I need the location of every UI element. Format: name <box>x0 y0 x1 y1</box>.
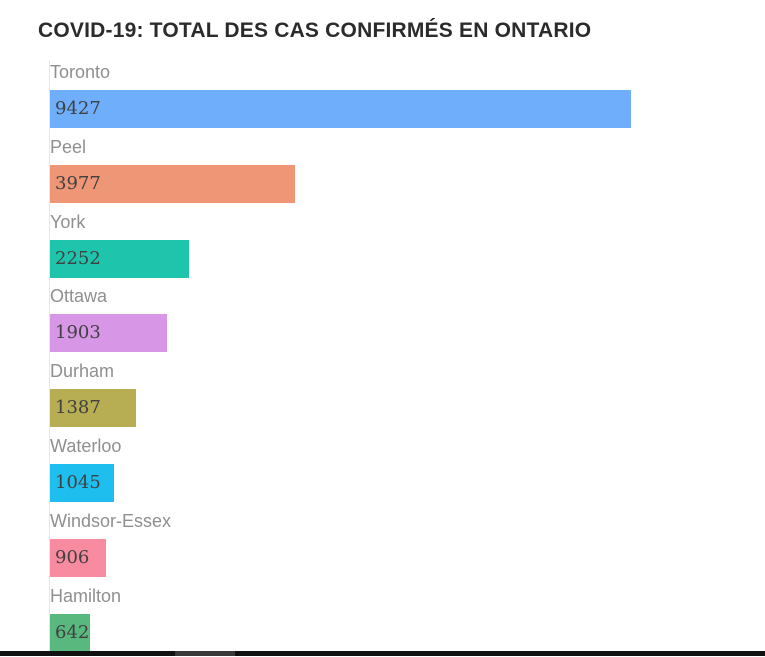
bar-value-label: 1045 <box>55 472 101 493</box>
bar-category-label: Waterloo <box>50 436 122 456</box>
chart-title: COVID-19: TOTAL DES CAS CONFIRMÉS EN ONT… <box>38 19 592 42</box>
bar-value-label: 9427 <box>55 98 101 119</box>
bar-category-label: Toronto <box>50 62 111 82</box>
bar-category-label: Hamilton <box>50 585 122 606</box>
horizontal-scrollbar[interactable] <box>0 651 765 656</box>
bar-value-label: 642 <box>55 621 90 643</box>
y-axis-line <box>49 60 50 656</box>
bar-waterloo <box>50 464 114 502</box>
bar-category-label: Peel <box>50 136 87 157</box>
bar-value-label: 2252 <box>55 247 101 269</box>
bar-ottawa <box>50 314 167 353</box>
bar-row-waterloo: Waterloo 1045 <box>50 435 750 507</box>
bar-york <box>50 239 189 278</box>
bar-row-toronto: Toronto 9427 <box>50 61 750 133</box>
bar-row-peel: Peel 3977 <box>50 136 750 208</box>
bar-category-label: Ottawa <box>50 286 108 307</box>
bar-value-label: 906 <box>55 546 90 568</box>
bar-row-ottawa: Ottawa 1903 <box>50 285 750 357</box>
bar-row-hamilton: Hamilton 642 <box>50 585 750 657</box>
bar-durham <box>50 389 136 428</box>
bar-row-windsor-essex: Windsor-Essex 906 <box>50 510 750 582</box>
bar-row-durham: Durham 1387 <box>50 360 750 432</box>
bar-toronto <box>50 90 631 128</box>
scrollbar-thumb[interactable] <box>175 651 235 656</box>
bar-value-label: 3977 <box>55 172 101 194</box>
bar-category-label: Durham <box>50 361 115 382</box>
bar-hamilton <box>50 613 90 652</box>
bar-peel <box>50 164 295 203</box>
bar-value-label: 1387 <box>55 397 101 419</box>
bar-category-label: Windsor-Essex <box>50 510 172 531</box>
bar-value-label: 1903 <box>55 322 101 344</box>
bar-windsor-essex <box>50 538 106 577</box>
bar-row-york: York 2252 <box>50 211 750 283</box>
bar-category-label: York <box>50 211 86 232</box>
